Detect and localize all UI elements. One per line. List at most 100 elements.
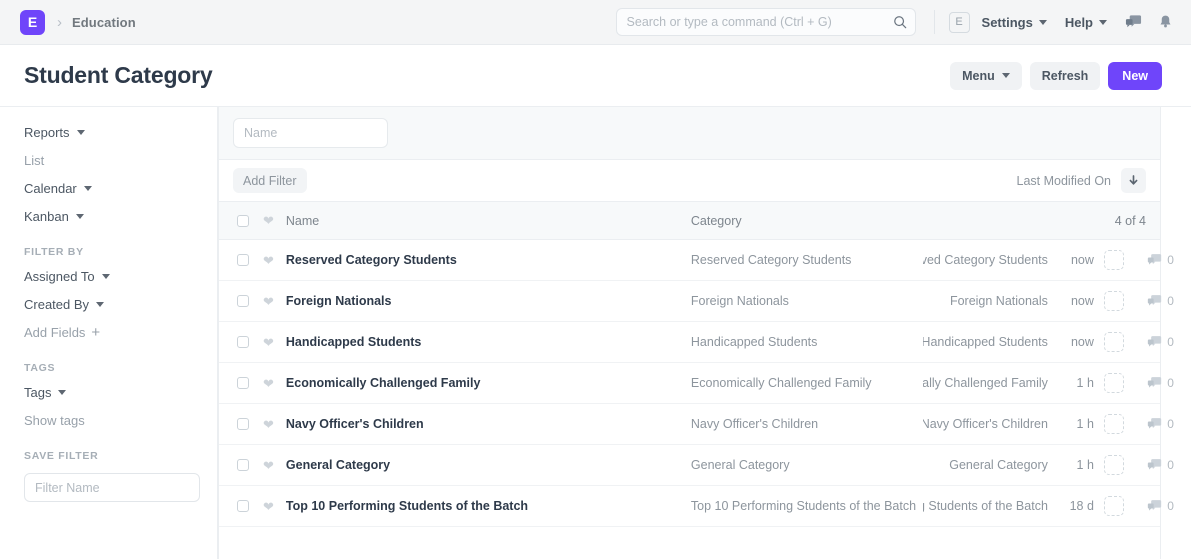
row-name-link[interactable]: Top 10 Performing Students of the Batch (285, 499, 529, 513)
sidebar-tags-dropdown[interactable]: Tags (24, 385, 193, 400)
row-modified: 1 h (1076, 376, 1094, 390)
sidebar-add-fields[interactable]: Add Fields + (24, 325, 193, 340)
sidebar-heading-save-filter: SAVE FILTER (24, 450, 99, 462)
comment-icon (1148, 254, 1162, 265)
row-comment-count[interactable]: 0 (1134, 458, 1174, 472)
comment-count-value: 0 (1167, 458, 1174, 472)
table-row[interactable]: ❤ Handicapped Students Handicapped Student… (219, 322, 1174, 363)
sidebar-item-label: List (24, 153, 45, 168)
row-category: Economically Challenged Family (690, 376, 872, 390)
comment-icon (1148, 500, 1162, 511)
new-button[interactable]: New (1108, 61, 1162, 90)
chevron-down-icon (76, 130, 85, 135)
row-category-secondary: Economically Challenged Family (922, 376, 1048, 390)
row-name-link[interactable]: Foreign Nationals (285, 294, 392, 308)
row-assignee-placeholder[interactable] (1103, 373, 1124, 393)
row-name-link[interactable]: General Category (285, 458, 391, 472)
help-menu[interactable]: Help (1065, 15, 1107, 30)
table-row[interactable]: ❤ Foreign Nationals Foreign Nationals Forei… (219, 281, 1174, 322)
row-assignee-placeholder[interactable] (1103, 291, 1124, 311)
row-modified: now (1070, 253, 1094, 267)
row-checkbox[interactable] (237, 254, 249, 266)
row-comment-count[interactable]: 0 (1134, 294, 1174, 308)
sidebar-show-tags[interactable]: Show tags (24, 413, 193, 428)
sidebar-heading-tags: TAGS (24, 362, 56, 374)
table-row[interactable]: ❤ Reserved Category Students Reserved Cate… (219, 240, 1174, 281)
chevron-down-icon (1001, 73, 1010, 78)
top-navbar: E › Education E Settings Help (0, 0, 1191, 45)
heart-icon[interactable]: ❤ (263, 498, 274, 514)
sidebar-item-list[interactable]: List (24, 153, 193, 168)
table-row[interactable]: ❤ Top 10 Performing Students of the Batch… (219, 486, 1174, 527)
row-category: Foreign Nationals (690, 294, 789, 308)
global-search (615, 8, 916, 36)
row-comment-count[interactable]: 0 (1134, 335, 1174, 349)
settings-menu[interactable]: Settings (982, 15, 1047, 30)
row-comment-count[interactable]: 0 (1134, 417, 1174, 431)
breadcrumb-education[interactable]: Education (72, 14, 136, 30)
comment-icon (1148, 459, 1162, 470)
sort-selector[interactable]: Last Modified On (1016, 173, 1112, 188)
add-filter-button[interactable]: Add Filter (233, 168, 307, 193)
search-input[interactable] (615, 8, 916, 36)
row-category-secondary: Top 10 Performing Students of the Batch (923, 499, 1048, 513)
filter-bar: Add Filter Last Modified On (219, 160, 1160, 202)
row-name-link[interactable]: Navy Officer's Children (285, 417, 424, 431)
standard-filter-name-input[interactable] (233, 118, 388, 148)
row-assignee-placeholder[interactable] (1103, 332, 1124, 352)
heart-icon[interactable]: ❤ (263, 293, 274, 309)
sidebar-filter-assigned-to[interactable]: Assigned To (24, 269, 193, 284)
row-modified: 1 h (1076, 458, 1094, 472)
row-name-link[interactable]: Economically Challenged Family (285, 376, 481, 390)
sidebar-item-reports[interactable]: Reports (24, 125, 193, 140)
heart-icon[interactable]: ❤ (263, 457, 274, 473)
row-comment-count[interactable]: 0 (1134, 499, 1174, 513)
row-name-link[interactable]: Handicapped Students (285, 335, 422, 349)
chat-icon[interactable] (1125, 14, 1142, 30)
table-row[interactable]: ❤ General Category General Category General… (219, 445, 1174, 486)
column-header-name[interactable]: Name (285, 213, 320, 228)
row-assignee-placeholder[interactable] (1103, 496, 1124, 516)
standard-filter-row (219, 107, 1160, 160)
sidebar-item-kanban[interactable]: Kanban (24, 209, 193, 224)
row-checkbox[interactable] (237, 295, 249, 307)
user-avatar[interactable]: E (948, 11, 970, 33)
heart-icon[interactable]: ❤ (263, 375, 274, 391)
row-comment-count[interactable]: 0 (1134, 376, 1174, 390)
row-category-secondary: Reserved Category Students (922, 253, 1048, 267)
row-assignee-placeholder[interactable] (1103, 455, 1124, 475)
row-category: Handicapped Students (690, 335, 818, 349)
row-modified: now (1070, 335, 1094, 349)
refresh-button[interactable]: Refresh (1029, 61, 1101, 90)
heart-icon[interactable]: ❤ (263, 334, 274, 350)
row-checkbox[interactable] (237, 336, 249, 348)
row-checkbox[interactable] (237, 377, 249, 389)
sidebar-filter-created-by[interactable]: Created By (24, 297, 193, 312)
comment-count-value: 0 (1167, 335, 1174, 349)
select-all-checkbox[interactable] (237, 214, 249, 227)
list-rows: ❤ Reserved Category Students Reserved Cate… (219, 240, 1174, 527)
row-assignee-placeholder[interactable] (1103, 250, 1124, 270)
sidebar-item-label: Assigned To (24, 269, 95, 284)
filter-name-input[interactable] (24, 473, 200, 502)
row-comment-count[interactable]: 0 (1134, 253, 1174, 267)
bell-icon[interactable] (1158, 14, 1173, 30)
table-row[interactable]: ❤ Economically Challenged Family Economica… (219, 363, 1174, 404)
row-checkbox[interactable] (237, 418, 249, 430)
table-row[interactable]: ❤ Navy Officer's Children Navy Officer's C… (219, 404, 1174, 445)
heart-icon[interactable]: ❤ (263, 416, 274, 432)
list-header-row: ❤ Name Category 4 of 4 (219, 202, 1160, 240)
sidebar-item-label: Add Fields (24, 325, 86, 340)
sort-direction-button[interactable] (1121, 168, 1146, 193)
sidebar-item-label: Reports (24, 125, 70, 140)
row-name-link[interactable]: Reserved Category Students (285, 253, 457, 267)
row-checkbox[interactable] (237, 500, 249, 512)
menu-button[interactable]: Menu (950, 61, 1022, 90)
column-header-category[interactable]: Category (690, 213, 742, 228)
row-category: Reserved Category Students (690, 253, 852, 267)
sidebar-item-calendar[interactable]: Calendar (24, 181, 193, 196)
row-checkbox[interactable] (237, 459, 249, 471)
heart-icon[interactable]: ❤ (263, 252, 274, 268)
row-assignee-placeholder[interactable] (1103, 414, 1124, 434)
app-logo[interactable]: E (20, 9, 45, 35)
